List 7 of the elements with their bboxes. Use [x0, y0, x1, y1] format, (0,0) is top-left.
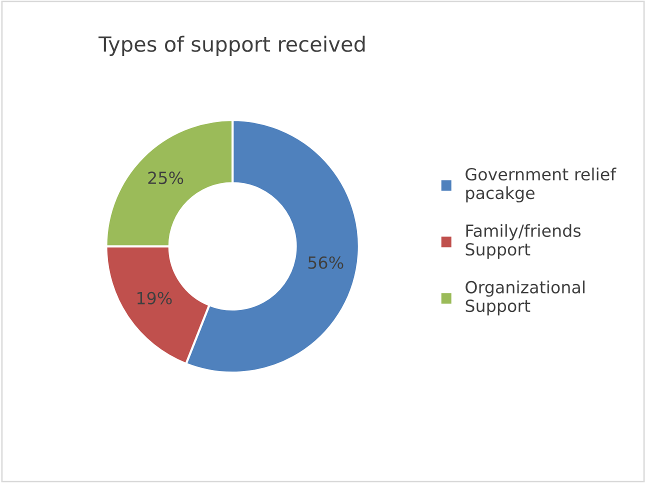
- legend-label: Family/friends Support: [466, 224, 581, 259]
- legend-label: Organizational Support: [466, 280, 585, 316]
- data-label: 56%: [308, 256, 344, 269]
- data-label: 25%: [148, 172, 184, 184]
- chart-title: Types of support received: [98, 36, 365, 56]
- data-label: 19%: [137, 292, 172, 304]
- legend-label: Government relief pacakge: [466, 168, 616, 202]
